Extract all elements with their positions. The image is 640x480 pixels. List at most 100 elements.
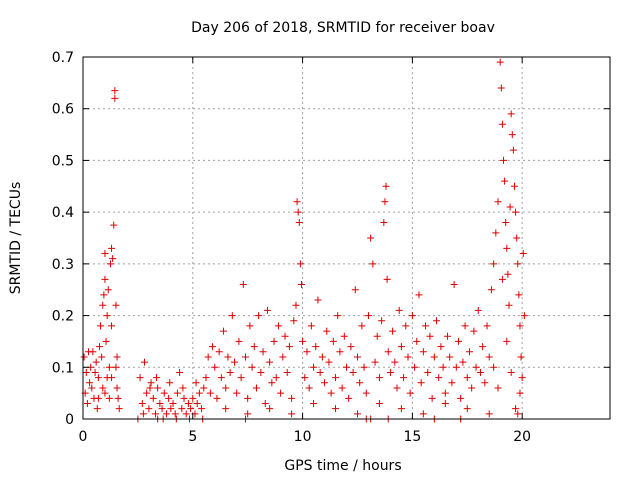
y-tick-label: 0.4	[52, 205, 74, 221]
data-point	[507, 368, 515, 376]
data-point	[239, 281, 247, 289]
data-point	[435, 374, 443, 382]
data-point	[274, 322, 282, 330]
x-tick-label: 15	[403, 429, 421, 445]
data-point	[487, 286, 495, 294]
data-point	[231, 358, 239, 366]
data-point	[349, 368, 357, 376]
data-point	[507, 110, 515, 118]
data-point	[105, 363, 113, 371]
data-point	[202, 374, 210, 382]
data-point	[255, 312, 263, 320]
data-point	[448, 379, 456, 387]
data-point	[316, 368, 324, 376]
data-point	[169, 399, 177, 407]
data-point	[505, 301, 513, 309]
data-point	[345, 394, 353, 402]
data-point	[145, 405, 153, 413]
data-point	[97, 322, 105, 330]
data-point	[173, 389, 181, 397]
data-point	[293, 198, 301, 206]
data-point	[139, 410, 147, 418]
data-point	[204, 353, 212, 361]
data-points	[80, 58, 528, 423]
data-point	[166, 379, 174, 387]
data-point	[252, 384, 260, 392]
data-point	[446, 353, 454, 361]
data-point	[147, 379, 155, 387]
data-point	[498, 275, 506, 283]
data-point	[347, 343, 355, 351]
data-point	[503, 244, 511, 252]
data-point	[430, 353, 438, 361]
data-point	[492, 229, 500, 237]
data-point	[101, 275, 109, 283]
data-point	[367, 234, 375, 242]
data-point	[110, 221, 118, 229]
chart-title: Day 206 of 2018, SRMTID for receiver boa…	[191, 20, 495, 36]
data-point	[209, 343, 217, 351]
data-point	[479, 343, 487, 351]
y-tick-label: 0.3	[52, 257, 74, 273]
data-point	[138, 399, 146, 407]
data-point	[340, 332, 348, 340]
data-point	[419, 410, 427, 418]
data-point	[206, 389, 214, 397]
data-point	[301, 374, 309, 382]
data-point	[452, 363, 460, 371]
data-point	[397, 343, 405, 351]
data-point	[99, 301, 107, 309]
data-point	[165, 394, 173, 402]
data-point	[373, 332, 381, 340]
data-point	[500, 156, 508, 164]
data-point	[244, 394, 252, 402]
data-point	[483, 322, 491, 330]
data-point	[496, 58, 504, 66]
data-point	[290, 317, 298, 325]
data-point	[101, 250, 109, 258]
data-point	[470, 327, 478, 335]
data-point	[353, 353, 361, 361]
data-point	[504, 270, 512, 278]
data-point	[113, 384, 121, 392]
data-point	[217, 374, 225, 382]
data-point	[437, 343, 445, 351]
data-point	[506, 203, 514, 211]
data-point	[461, 322, 469, 330]
data-point	[226, 368, 234, 376]
data-point	[171, 410, 179, 418]
data-point	[404, 353, 412, 361]
data-point	[283, 368, 291, 376]
data-point	[115, 405, 123, 413]
data-point	[82, 368, 90, 376]
data-point	[156, 399, 164, 407]
data-point	[101, 389, 109, 397]
data-point	[299, 337, 307, 345]
data-point	[143, 389, 151, 397]
x-tick-label: 5	[188, 429, 197, 445]
data-point	[426, 332, 434, 340]
data-point	[94, 374, 102, 382]
data-point	[92, 358, 100, 366]
data-point	[513, 234, 521, 242]
data-point	[153, 374, 161, 382]
data-point	[393, 384, 401, 392]
data-point	[200, 384, 208, 392]
data-point	[237, 374, 245, 382]
data-point	[266, 405, 274, 413]
data-point	[400, 374, 408, 382]
data-point	[386, 368, 394, 376]
data-point	[268, 379, 276, 387]
y-tick-label: 0.6	[52, 102, 74, 118]
data-point	[332, 405, 340, 413]
data-point	[329, 337, 337, 345]
data-point	[318, 353, 326, 361]
data-point	[222, 384, 230, 392]
data-point	[182, 410, 190, 418]
data-point	[402, 322, 410, 330]
data-point	[516, 322, 524, 330]
data-point	[519, 250, 527, 258]
data-point	[305, 384, 313, 392]
data-point	[378, 317, 386, 325]
data-point	[158, 405, 166, 413]
